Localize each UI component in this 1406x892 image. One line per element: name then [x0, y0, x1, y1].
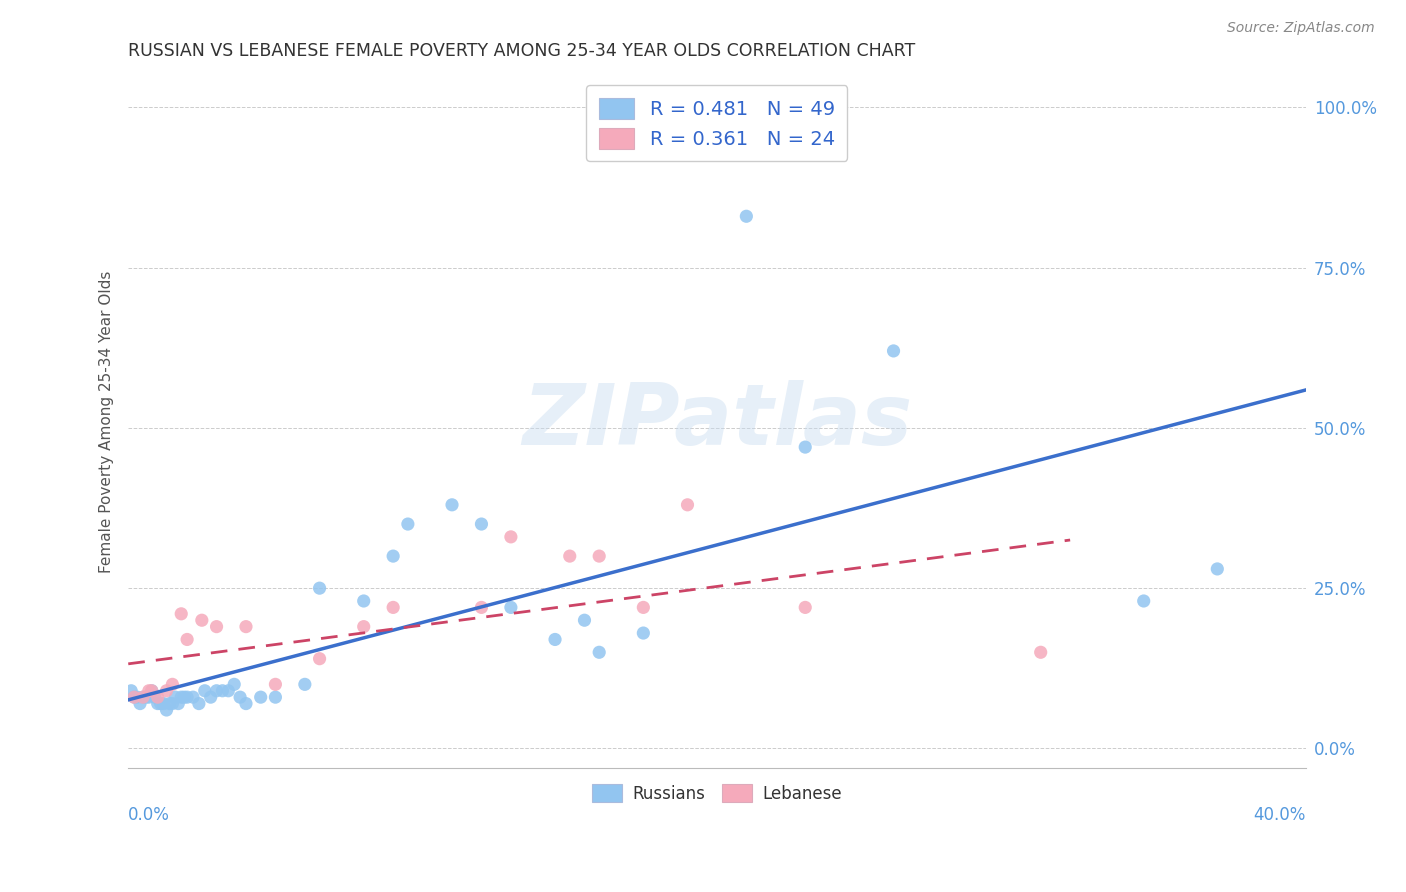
Point	[205, 683, 228, 698]
Point	[159, 697, 181, 711]
Point	[499, 530, 522, 544]
Point	[235, 697, 257, 711]
Point	[470, 516, 492, 531]
Point	[152, 697, 174, 711]
Point	[167, 697, 190, 711]
Point	[138, 683, 160, 698]
Point	[170, 690, 193, 705]
Point	[143, 690, 166, 705]
Text: 40.0%: 40.0%	[1253, 805, 1306, 824]
Point	[191, 613, 214, 627]
Point	[155, 703, 177, 717]
Point	[794, 440, 817, 454]
Point	[224, 677, 246, 691]
Point	[544, 632, 567, 647]
Point	[149, 697, 172, 711]
Point	[176, 632, 198, 647]
Point	[588, 549, 610, 563]
Point	[735, 209, 758, 223]
Point	[235, 620, 257, 634]
Point	[396, 516, 419, 531]
Point	[132, 690, 155, 705]
Point	[141, 683, 163, 698]
Point	[633, 626, 655, 640]
Text: 0.0%: 0.0%	[128, 805, 170, 824]
Point	[146, 697, 169, 711]
Point	[264, 690, 287, 705]
Point	[200, 690, 222, 705]
Point	[138, 690, 160, 705]
Point	[588, 645, 610, 659]
Y-axis label: Female Poverty Among 25-34 Year Olds: Female Poverty Among 25-34 Year Olds	[100, 270, 114, 573]
Point	[129, 697, 152, 711]
Point	[353, 594, 375, 608]
Point	[146, 690, 169, 705]
Text: Source: ZipAtlas.com: Source: ZipAtlas.com	[1227, 21, 1375, 36]
Point	[499, 600, 522, 615]
Point	[162, 677, 184, 691]
Point	[132, 690, 155, 705]
Point	[211, 683, 233, 698]
Point	[574, 613, 596, 627]
Point	[264, 677, 287, 691]
Point	[676, 498, 699, 512]
Point	[135, 690, 157, 705]
Point	[353, 620, 375, 634]
Point	[308, 651, 330, 665]
Point	[205, 620, 228, 634]
Point	[308, 581, 330, 595]
Text: ZIPatlas: ZIPatlas	[522, 380, 912, 463]
Point	[217, 683, 239, 698]
Point	[1206, 562, 1229, 576]
Point	[229, 690, 252, 705]
Point	[120, 683, 142, 698]
Point	[125, 690, 148, 705]
Point	[1132, 594, 1154, 608]
Point	[155, 683, 177, 698]
Point	[165, 690, 187, 705]
Text: RUSSIAN VS LEBANESE FEMALE POVERTY AMONG 25-34 YEAR OLDS CORRELATION CHART: RUSSIAN VS LEBANESE FEMALE POVERTY AMONG…	[128, 42, 915, 60]
Point	[181, 690, 204, 705]
Point	[122, 690, 145, 705]
Point	[249, 690, 271, 705]
Point	[141, 683, 163, 698]
Point	[122, 690, 145, 705]
Point	[440, 498, 463, 512]
Point	[558, 549, 581, 563]
Point	[176, 690, 198, 705]
Point	[170, 607, 193, 621]
Point	[382, 549, 405, 563]
Point	[194, 683, 217, 698]
Point	[173, 690, 195, 705]
Legend: R = 0.481   N = 49, R = 0.361   N = 24: R = 0.481 N = 49, R = 0.361 N = 24	[586, 85, 848, 161]
Point	[162, 697, 184, 711]
Point	[382, 600, 405, 615]
Point	[1029, 645, 1052, 659]
Point	[187, 697, 209, 711]
Point	[883, 343, 905, 358]
Point	[633, 600, 655, 615]
Point	[470, 600, 492, 615]
Point	[294, 677, 316, 691]
Point	[794, 600, 817, 615]
